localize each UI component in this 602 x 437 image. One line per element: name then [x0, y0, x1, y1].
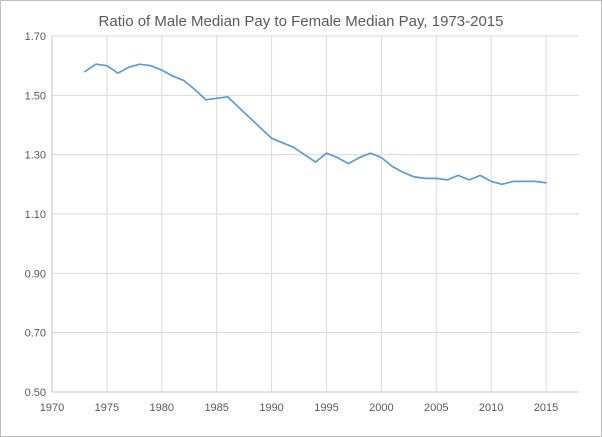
- x-tick-label: 1970: [40, 402, 64, 414]
- gridlines: [52, 35, 579, 392]
- y-tick-label: 0.70: [25, 328, 46, 340]
- x-tick-label: 2010: [479, 402, 503, 414]
- y-tick-label: 0.90: [25, 268, 46, 280]
- x-axis-tick-labels: 1970 1975 1980 1985 1990 1995 2000 2005 2010 2015: [40, 402, 559, 414]
- axis-lines: [51, 36, 579, 393]
- y-tick-label: 1.70: [25, 31, 46, 43]
- x-tick-label: 1975: [95, 402, 119, 414]
- x-tick-label: 1990: [259, 402, 283, 414]
- y-tick-label: 1.50: [25, 90, 46, 102]
- x-tick-label: 2015: [534, 402, 558, 414]
- x-tick-label: 1985: [204, 402, 228, 414]
- data-series-line: [84, 63, 547, 186]
- x-tick-label: 1980: [150, 402, 174, 414]
- y-tick-label: 0.50: [25, 387, 46, 399]
- x-tick-label: 1995: [314, 402, 338, 414]
- y-axis-tick-labels: 0.50 0.70 0.90 1.10 1.30 1.50 1.70: [25, 31, 46, 399]
- chart-title: Ratio of Male Median Pay to Female Media…: [99, 13, 504, 30]
- y-tick-label: 1.10: [25, 209, 46, 221]
- x-tick-label: 2005: [424, 402, 448, 414]
- y-tick-label: 1.30: [25, 150, 46, 162]
- x-tick-label: 2000: [369, 402, 393, 414]
